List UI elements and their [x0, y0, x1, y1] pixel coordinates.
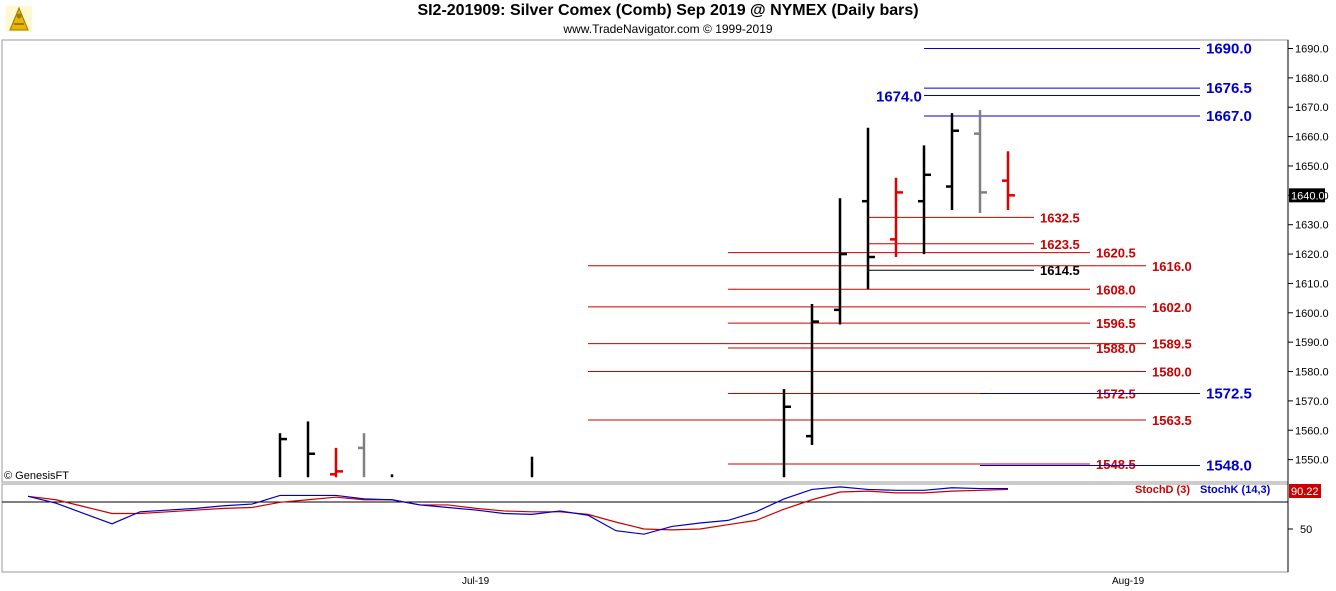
level-label: 1623.5: [1040, 237, 1080, 252]
stoch-legend-label: StochK (14,3): [1200, 484, 1271, 496]
y-tick-label: 1550.0: [1295, 455, 1329, 467]
stoch-last-value-badge: [1289, 484, 1321, 498]
y-tick-label: 1590.0: [1295, 337, 1329, 349]
y-tick-label: 1560.0: [1295, 425, 1329, 437]
level-label: 1614.5: [1040, 263, 1080, 278]
y-tick-label: 1620.0: [1295, 249, 1329, 261]
stoch-series-line: [27, 488, 1009, 531]
chart-subtitle: www.TradeNavigator.com © 1999-2019: [563, 22, 773, 36]
y-tick-label: 1690.0: [1295, 44, 1329, 56]
y-tick-label: 1660.0: [1295, 132, 1329, 144]
level-label: 1602.0: [1152, 300, 1192, 315]
level-label: 1674.0: [876, 88, 922, 105]
trade-navigator-logo-icon: [6, 6, 32, 32]
chart-title: SI2-201909: Silver Comex (Comb) Sep 2019…: [417, 2, 919, 19]
stoch-series-line: [27, 486, 1008, 535]
level-label: 1667.0: [1206, 108, 1252, 125]
price-pane: [1, 39, 1289, 483]
level-label: 1632.5: [1040, 210, 1080, 225]
level-label: 1572.5: [1206, 386, 1252, 403]
stoch-tick-label: 50: [1300, 524, 1312, 536]
y-tick-label: 1570.0: [1295, 396, 1329, 408]
x-tick-label: Aug-19: [1112, 576, 1145, 587]
level-label: 1596.5: [1096, 316, 1136, 331]
level-label: 1580.0: [1152, 365, 1192, 380]
level-label: 1620.5: [1096, 246, 1136, 261]
watermark-text: © GenesisFT: [4, 470, 69, 482]
y-tick-label: 1680.0: [1295, 73, 1329, 85]
level-label: 1616.0: [1152, 259, 1192, 274]
stochastic-pane: [1, 483, 1289, 573]
level-label: 1676.5: [1206, 80, 1252, 97]
y-tick-label: 1580.0: [1295, 367, 1329, 379]
y-tick-label: 1630.0: [1295, 220, 1329, 232]
y-tick-label: 1650.0: [1295, 161, 1329, 173]
level-label: 1690.0: [1206, 41, 1252, 58]
y-tick-label: 1610.0: [1295, 278, 1329, 290]
level-label: 1563.5: [1152, 413, 1192, 428]
last-price-badge: [1289, 188, 1325, 203]
level-label: 1589.5: [1152, 337, 1192, 352]
y-tick-label: 1670.0: [1295, 102, 1329, 114]
level-label: 1608.0: [1096, 282, 1136, 297]
last-price-label: 1640.0: [1291, 190, 1325, 202]
y-tick-label: 1600.0: [1295, 308, 1329, 320]
level-label: 1548.0: [1206, 458, 1252, 475]
stoch-legend-label: StochD (3): [1135, 484, 1190, 496]
stoch-last-value-label: 90.22: [1291, 486, 1319, 498]
x-tick-label: Jul-19: [462, 576, 490, 587]
level-label: 1588.0: [1096, 341, 1136, 356]
level-label: 1548.5: [1096, 457, 1136, 472]
